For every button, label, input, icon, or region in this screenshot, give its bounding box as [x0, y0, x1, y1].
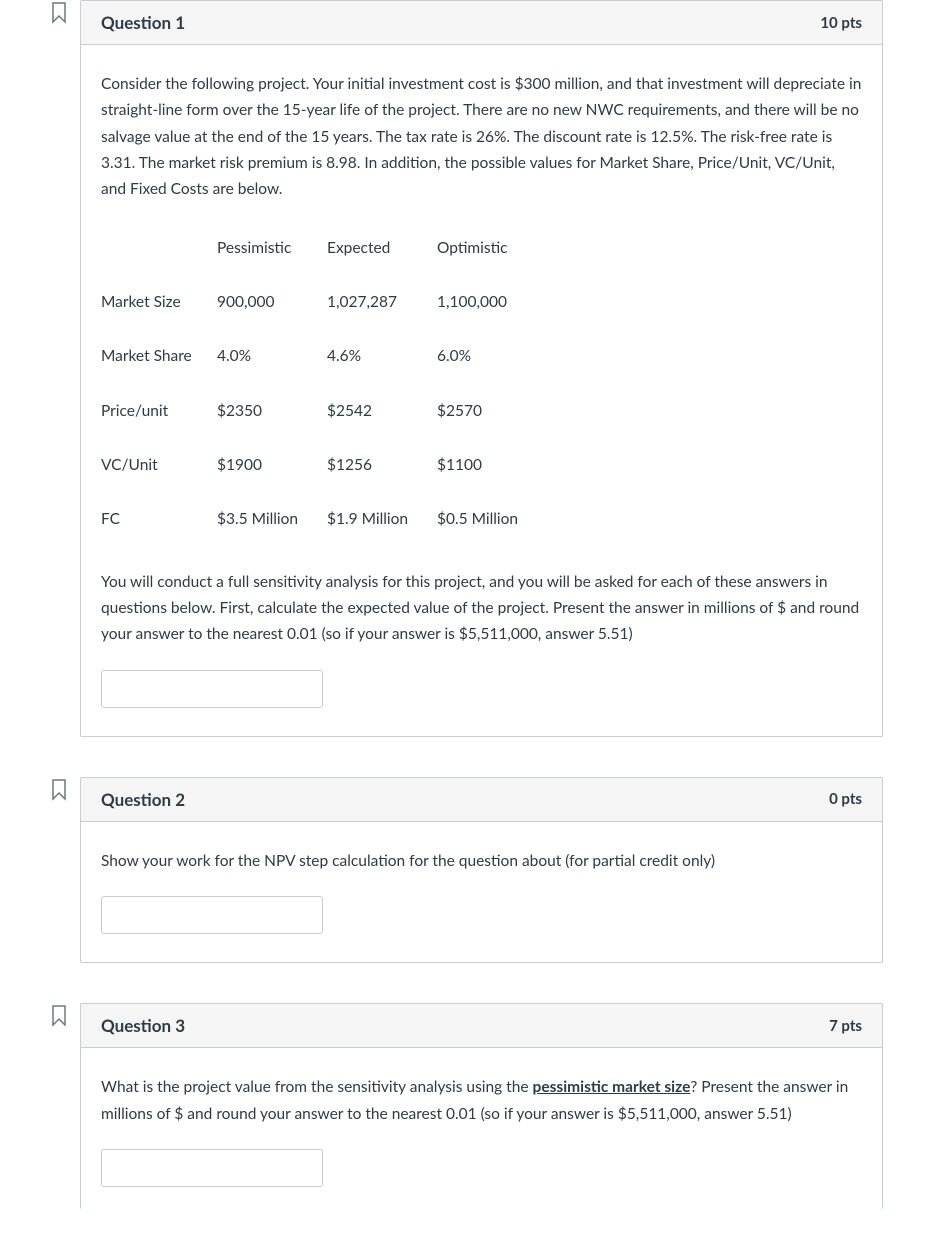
question-title: Question 3	[101, 1015, 185, 1036]
question-container: Question 3 7 pts What is the project val…	[50, 1003, 883, 1209]
table-row: Market Size 900,000 1,027,287 1,100,000	[101, 275, 547, 329]
table-cell: $3.5 Million	[217, 492, 327, 546]
table-cell: FC	[101, 492, 217, 546]
question-text: You will conduct a full sensitivity anal…	[101, 569, 862, 648]
bookmark-icon[interactable]	[50, 1005, 68, 1027]
question-header: Question 3 7 pts	[81, 1004, 882, 1048]
table-row: VC/Unit $1900 $1256 $1100	[101, 438, 547, 492]
table-cell: $1900	[217, 438, 327, 492]
table-cell: Market Share	[101, 329, 217, 383]
flag-column	[50, 1003, 80, 1027]
table-cell: 4.6%	[327, 329, 437, 383]
table-cell: Pessimistic	[217, 221, 327, 275]
table-cell: $2570	[437, 384, 547, 438]
question-header: Question 2 0 pts	[81, 778, 882, 822]
question-box: Question 3 7 pts What is the project val…	[80, 1003, 883, 1209]
table-cell: $1.9 Million	[327, 492, 437, 546]
question-header: Question 1 10 pts	[81, 1, 882, 45]
flag-column	[50, 0, 80, 24]
question-points: 10 pts	[820, 14, 862, 32]
table-cell: $0.5 Million	[437, 492, 547, 546]
table-cell: VC/Unit	[101, 438, 217, 492]
flag-column	[50, 777, 80, 801]
table-row: Pessimistic Expected Optimistic	[101, 221, 547, 275]
question-container: Question 1 10 pts Consider the following…	[50, 0, 883, 737]
table-row: Price/unit $2350 $2542 $2570	[101, 384, 547, 438]
table-cell: $1256	[327, 438, 437, 492]
question-body: What is the project value from the sensi…	[81, 1048, 882, 1209]
answer-input[interactable]	[101, 896, 323, 934]
table-row: FC $3.5 Million $1.9 Million $0.5 Millio…	[101, 492, 547, 546]
table-cell: Price/unit	[101, 384, 217, 438]
table-cell: Optimistic	[437, 221, 547, 275]
bookmark-icon[interactable]	[50, 2, 68, 24]
scenario-table: Pessimistic Expected Optimistic Market S…	[101, 221, 547, 547]
question-text: Consider the following project. Your ini…	[101, 71, 862, 203]
question-box: Question 1 10 pts Consider the following…	[80, 0, 883, 737]
table-cell: 6.0%	[437, 329, 547, 383]
table-cell: Market Size	[101, 275, 217, 329]
answer-input[interactable]	[101, 670, 323, 708]
question-points: 7 pts	[829, 1017, 862, 1035]
question-body: Consider the following project. Your ini…	[81, 45, 882, 736]
table-cell: $1100	[437, 438, 547, 492]
question-box: Question 2 0 pts Show your work for the …	[80, 777, 883, 963]
table-cell: $2350	[217, 384, 327, 438]
question-text: What is the project value from the sensi…	[101, 1074, 862, 1127]
table-cell	[101, 221, 217, 275]
table-cell: $2542	[327, 384, 437, 438]
table-row: Market Share 4.0% 4.6% 6.0%	[101, 329, 547, 383]
answer-input[interactable]	[101, 1149, 323, 1187]
question-text: Show your work for the NPV step calculat…	[101, 848, 862, 874]
question-container: Question 2 0 pts Show your work for the …	[50, 777, 883, 963]
question-title: Question 1	[101, 12, 185, 33]
table-cell: 1,100,000	[437, 275, 547, 329]
question-points: 0 pts	[829, 790, 862, 808]
question-title: Question 2	[101, 789, 185, 810]
table-cell: 4.0%	[217, 329, 327, 383]
table-cell: 1,027,287	[327, 275, 437, 329]
bookmark-icon[interactable]	[50, 779, 68, 801]
table-cell: 900,000	[217, 275, 327, 329]
question-body: Show your work for the NPV step calculat…	[81, 822, 882, 962]
table-cell: Expected	[327, 221, 437, 275]
